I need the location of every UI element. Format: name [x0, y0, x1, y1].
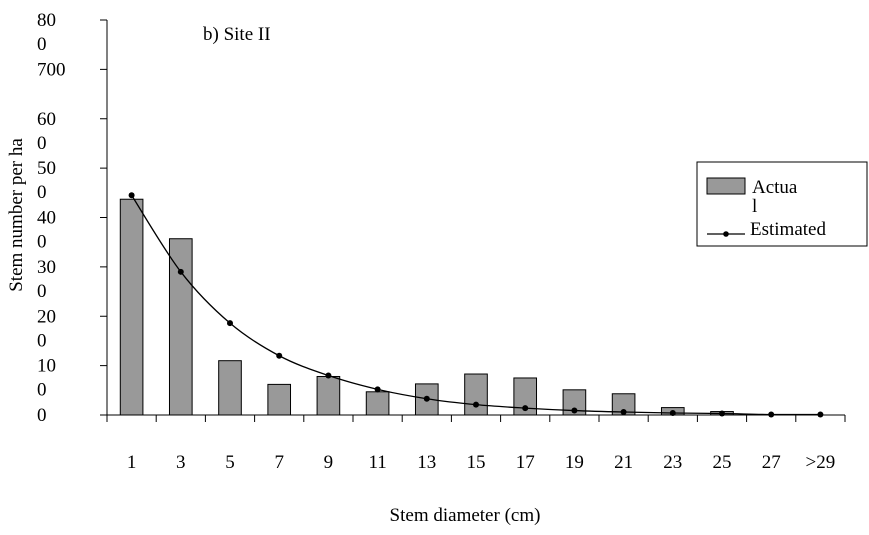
estimated-point — [227, 320, 233, 327]
y-tick-label: 20 — [37, 306, 56, 327]
estimated-point — [620, 409, 627, 416]
estimated-point — [177, 268, 184, 275]
estimated-point — [276, 352, 283, 359]
legend-estimated-label: Estimated — [750, 219, 826, 240]
estimated-line-layer — [128, 192, 824, 418]
y-tick-label-cont: 0 — [37, 182, 47, 203]
chart-subtitle: b) Site II — [203, 24, 271, 45]
bar-actual — [119, 198, 144, 416]
estimated-point — [571, 407, 578, 414]
y-tick-layer: 0 10 0 20 0 30 0 40 0 50 0 60 0 700 80 0 — [37, 10, 107, 426]
x-tick-label: 1 — [127, 452, 137, 473]
x-tick-label: 23 — [663, 452, 682, 473]
bar-layer — [119, 198, 734, 416]
bar-actual — [464, 373, 488, 416]
x-tick-label: 27 — [762, 452, 781, 473]
x-tick-label: 13 — [417, 452, 436, 473]
bar-actual — [218, 360, 242, 416]
estimated-point — [522, 405, 529, 412]
x-tick-label: 15 — [467, 452, 486, 473]
bar-actual — [168, 238, 193, 416]
x-tick-label: 9 — [324, 452, 334, 473]
estimated-point — [423, 395, 430, 402]
y-axis-label: Stem number per ha — [6, 138, 27, 292]
y-tick-label: 700 — [37, 59, 66, 80]
y-tick-label-cont: 0 — [37, 232, 47, 253]
legend-estimated-marker — [723, 231, 729, 237]
y-tick-label: 30 — [37, 257, 56, 278]
estimated-point — [128, 192, 135, 199]
legend-actual-label-cont: l — [752, 196, 757, 217]
x-tick-label: 21 — [614, 452, 633, 473]
legend: Actua l Estimated — [696, 161, 868, 247]
y-tick-label: 60 — [37, 109, 56, 130]
y-tick-label: 50 — [37, 158, 56, 179]
x-tick-label: 7 — [274, 452, 284, 473]
legend-actual-swatch — [706, 177, 746, 195]
bar-actual — [267, 383, 292, 416]
bar-actual — [316, 375, 341, 416]
x-tick-label: 25 — [713, 452, 732, 473]
x-tick-label: 19 — [565, 452, 584, 473]
legend-actual-label: Actua — [752, 177, 798, 198]
x-tick-label: >29 — [806, 452, 836, 473]
x-axis-label: Stem diameter (cm) — [390, 505, 541, 526]
estimated-point — [374, 386, 381, 393]
y-tick-label-cont: 0 — [37, 34, 47, 55]
estimated-point — [473, 401, 479, 408]
x-tick-layer: 1 3 5 7 9 11 13 15 17 19 21 23 25 27 >29 — [106, 415, 846, 473]
y-tick-label: 0 — [37, 405, 47, 426]
estimated-point — [719, 410, 725, 417]
x-tick-label: 17 — [516, 452, 535, 473]
y-tick-label-cont: 0 — [37, 281, 47, 302]
y-tick-label-cont: 0 — [37, 133, 47, 154]
x-tick-label: 3 — [176, 452, 186, 473]
x-tick-label: 11 — [368, 452, 386, 473]
y-tick-label: 80 — [37, 10, 56, 31]
y-tick-label: 40 — [37, 208, 56, 229]
estimated-point — [325, 372, 332, 379]
y-tick-label-cont: 0 — [37, 380, 47, 401]
y-tick-label: 10 — [37, 356, 56, 377]
x-tick-label: 5 — [225, 452, 235, 473]
bar-actual — [365, 391, 390, 416]
y-tick-label-cont: 0 — [37, 330, 47, 351]
